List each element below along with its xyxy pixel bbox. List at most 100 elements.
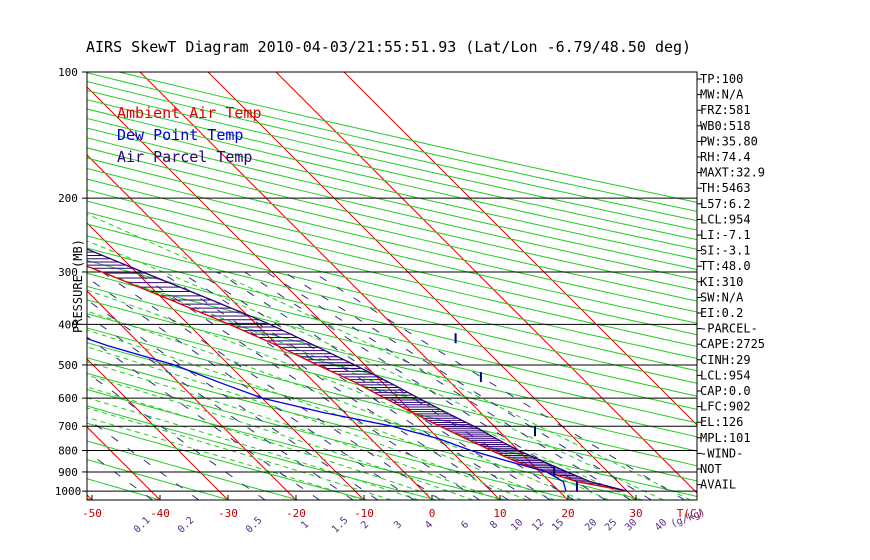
dew-point-temp-line bbox=[87, 337, 567, 492]
moist-adiabat-line bbox=[87, 213, 691, 500]
index-label: FRZ:581 bbox=[700, 103, 751, 117]
dry-adiabat-line bbox=[87, 147, 697, 291]
temp-tick-label-bottom: 0 bbox=[429, 507, 436, 520]
index-label: NOT bbox=[700, 462, 722, 476]
pressure-tick-label: 600 bbox=[58, 392, 78, 405]
mixing-ratio-line bbox=[217, 271, 575, 500]
index-label: AVAIL bbox=[700, 478, 736, 492]
dry-adiabat-line bbox=[87, 285, 697, 438]
moist-adiabat-line bbox=[87, 240, 664, 500]
dry-adiabat-line bbox=[87, 178, 697, 324]
index-label: RH:74.4 bbox=[700, 150, 751, 164]
dry-adiabat-line bbox=[87, 357, 644, 500]
temp-tick-label-bottom: 10 bbox=[493, 507, 506, 520]
pressure-tick-label: 200 bbox=[58, 192, 78, 205]
temp-tick-label-bottom: 30 bbox=[629, 507, 642, 520]
dry-adiabat-line bbox=[87, 342, 697, 498]
dry-adiabat-line bbox=[87, 272, 697, 424]
y-axis-label: PRESSURE (MB) bbox=[71, 239, 85, 333]
temp-tick-label-bottom: 20 bbox=[561, 507, 574, 520]
dry-adiabat-line bbox=[87, 137, 697, 281]
dry-adiabat-line bbox=[87, 372, 575, 500]
moist-adiabat-line bbox=[87, 416, 365, 500]
dry-adiabat-line bbox=[87, 440, 299, 500]
dry-adiabat-line bbox=[87, 200, 697, 348]
index-label: LCL:954 bbox=[700, 368, 751, 382]
dry-adiabat-line bbox=[87, 127, 697, 270]
pressure-tick-label: 400 bbox=[58, 318, 78, 331]
temp-tick-label-bottom: -40 bbox=[150, 507, 170, 520]
moist-adiabat-line bbox=[87, 374, 473, 500]
moist-adiabat-line bbox=[87, 407, 392, 500]
dry-adiabat-line bbox=[87, 247, 697, 397]
mixing-ratio-line bbox=[87, 299, 379, 500]
dry-adiabat-line bbox=[87, 422, 368, 500]
index-label: TH:5463 bbox=[700, 181, 751, 195]
mixing-ratio-line bbox=[180, 271, 532, 500]
ambient-air-temp-line bbox=[87, 265, 628, 492]
isotherm-line bbox=[207, 72, 637, 500]
pressure-tick-label: 300 bbox=[58, 266, 78, 279]
isotherm-line bbox=[87, 154, 433, 500]
pressure-tick-label: 100 bbox=[58, 66, 78, 79]
isotherm-line bbox=[87, 426, 161, 500]
chart-title: AIRS SkewT Diagram 2010-04-03/21:55:51.9… bbox=[86, 38, 691, 56]
dry-adiabat-line bbox=[87, 235, 697, 384]
index-label: -WIND- bbox=[700, 446, 743, 460]
isotherm-line bbox=[87, 290, 297, 500]
index-label: TT:48.0 bbox=[700, 259, 751, 273]
index-label: EI:0.2 bbox=[700, 306, 743, 320]
temp-tick-label-bottom: -10 bbox=[354, 507, 374, 520]
index-label: SI:-3.1 bbox=[700, 244, 751, 258]
isotherm-line bbox=[139, 72, 569, 500]
dry-adiabat-line bbox=[87, 211, 697, 359]
mixing-ratio-line bbox=[101, 271, 442, 500]
dry-adiabat-line bbox=[87, 167, 697, 313]
mixing-ratio-line bbox=[87, 277, 415, 500]
moist-adiabat-line bbox=[87, 310, 582, 500]
index-label: LI:-7.1 bbox=[700, 228, 751, 242]
moist-adiabat-line bbox=[87, 386, 446, 500]
mixing-ratio-line bbox=[87, 336, 320, 500]
index-label: LCL:954 bbox=[700, 212, 751, 226]
pressure-tick-label: 1000 bbox=[55, 485, 82, 498]
temp-tick-label-bottom: -50 bbox=[82, 507, 102, 520]
index-label: EL:126 bbox=[700, 415, 743, 429]
dry-adiabat-line bbox=[87, 327, 697, 482]
isotherm-line bbox=[343, 72, 697, 426]
dry-adiabat-line bbox=[87, 405, 437, 500]
moist-adiabat-line bbox=[87, 361, 501, 500]
dry-adiabat-line bbox=[87, 108, 697, 250]
mixing-ratio-line bbox=[265, 271, 631, 500]
mixing-ratio-line bbox=[160, 271, 509, 500]
legend-entry: Dew Point Temp bbox=[117, 126, 243, 144]
pressure-tick-label: 800 bbox=[58, 445, 78, 458]
index-label: WB0:518 bbox=[700, 119, 751, 133]
dry-adiabat-line bbox=[87, 117, 697, 260]
index-label: -PARCEL- bbox=[700, 322, 758, 336]
index-label: KI:310 bbox=[700, 275, 743, 289]
plot-frame bbox=[86, 71, 698, 501]
dry-adiabat-line bbox=[87, 223, 697, 372]
dry-adiabat-line bbox=[87, 458, 230, 500]
pressure-tick-label: 500 bbox=[58, 359, 78, 372]
index-label: L57:6.2 bbox=[700, 197, 751, 211]
index-label: MPL:101 bbox=[700, 431, 751, 445]
dry-adiabat-line bbox=[87, 259, 697, 410]
temp-tick-label-bottom: -30 bbox=[218, 507, 238, 520]
index-label: LFC:902 bbox=[700, 400, 751, 414]
index-label: TP:100 bbox=[700, 72, 743, 86]
index-label: MW:N/A bbox=[700, 88, 744, 102]
dry-adiabat-line bbox=[87, 157, 697, 302]
pressure-tick-label: 700 bbox=[58, 420, 78, 433]
index-label: SW:N/A bbox=[700, 290, 744, 304]
mixing-ratio-line bbox=[283, 271, 652, 500]
temp-axis-label: T(C) bbox=[677, 507, 704, 520]
legend-entry: Air Parcel Temp bbox=[117, 148, 252, 166]
dry-adiabat-line bbox=[87, 189, 697, 336]
index-label: CINH:29 bbox=[700, 353, 751, 367]
index-label: MAXT:32.9 bbox=[700, 166, 765, 180]
index-label: PW:35.80 bbox=[700, 134, 758, 148]
pressure-tick-label: 900 bbox=[58, 466, 78, 479]
